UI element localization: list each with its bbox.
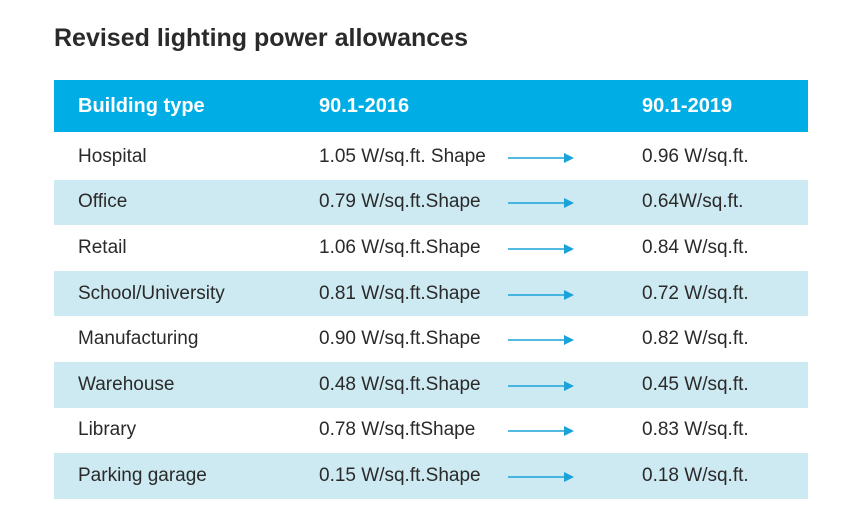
value-2019-cell: 0.45 W/sq.ft. — [642, 373, 749, 395]
right-arrow-icon — [508, 243, 574, 254]
table-row: Retail 1.06 W/sq.ft.Shape 0.84 W/sq.ft. — [54, 225, 808, 271]
value-2016-cell: 1.06 W/sq.ft.Shape — [319, 236, 481, 258]
right-arrow-icon — [508, 335, 574, 346]
table-row: Library 0.78 W/sq.ftShape 0.83 W/sq.ft. — [54, 408, 808, 454]
building-type-cell: Parking garage — [78, 464, 207, 486]
value-2019-cell: 0.96 W/sq.ft. — [642, 145, 749, 167]
building-type-cell: Warehouse — [78, 373, 175, 395]
building-type-cell: Retail — [78, 236, 127, 258]
value-2016-cell: 0.48 W/sq.ft.Shape — [319, 373, 481, 395]
table-row: School/University 0.81 W/sq.ft.Shape 0.7… — [54, 270, 808, 317]
value-2019-cell: 0.72 W/sq.ft. — [642, 282, 749, 304]
right-arrow-icon — [508, 198, 574, 209]
header-90-1-2019: 90.1-2019 — [642, 94, 733, 117]
lighting-power-table: Building type 90.1-2016 90.1-2019 Hospit… — [54, 80, 808, 499]
building-type-cell: Hospital — [78, 145, 147, 167]
page-title: Revised lighting power allowances — [54, 24, 468, 52]
header-90-1-2016: 90.1-2016 — [319, 94, 410, 117]
table-row: Warehouse 0.48 W/sq.ft.Shape 0.45 W/sq.f… — [54, 361, 808, 408]
value-2016-cell: 1.05 W/sq.ft. Shape — [319, 145, 486, 167]
value-2016-cell: 0.15 W/sq.ft.Shape — [319, 464, 481, 486]
value-2016-cell: 0.78 W/sq.ftShape — [319, 419, 476, 441]
value-2019-cell: 0.18 W/sq.ft. — [642, 464, 749, 486]
value-2019-cell: 0.82 W/sq.ft. — [642, 328, 749, 350]
table-header-row: Building type 90.1-2016 90.1-2019 — [54, 80, 808, 132]
value-2019-cell: 0.83 W/sq.ft. — [642, 419, 749, 441]
building-type-cell: Office — [78, 191, 128, 213]
building-type-cell: School/University — [78, 282, 225, 304]
table-row: Hospital 1.05 W/sq.ft. Shape 0.96 W/sq.f… — [54, 134, 808, 180]
right-arrow-icon — [508, 289, 574, 300]
right-arrow-icon — [508, 380, 574, 391]
header-building-type: Building type — [78, 94, 205, 117]
table-row: Manufacturing 0.90 W/sq.ft.Shape 0.82 W/… — [54, 316, 808, 362]
value-2016-cell: 0.81 W/sq.ft.Shape — [319, 282, 481, 304]
right-arrow-icon — [508, 426, 574, 437]
value-2019-cell: 0.84 W/sq.ft. — [642, 236, 749, 258]
right-arrow-icon — [508, 152, 574, 163]
value-2016-cell: 0.90 W/sq.ft.Shape — [319, 328, 481, 350]
value-2019-cell: 0.64W/sq.ft. — [642, 191, 744, 213]
table-row: Parking garage 0.15 W/sq.ft.Shape 0.18 W… — [54, 453, 808, 499]
building-type-cell: Manufacturing — [78, 328, 199, 350]
table-row: Office 0.79 W/sq.ft.Shape 0.64W/sq.ft. — [54, 179, 808, 226]
value-2016-cell: 0.79 W/sq.ft.Shape — [319, 191, 481, 213]
right-arrow-icon — [508, 471, 574, 482]
building-type-cell: Library — [78, 419, 137, 441]
